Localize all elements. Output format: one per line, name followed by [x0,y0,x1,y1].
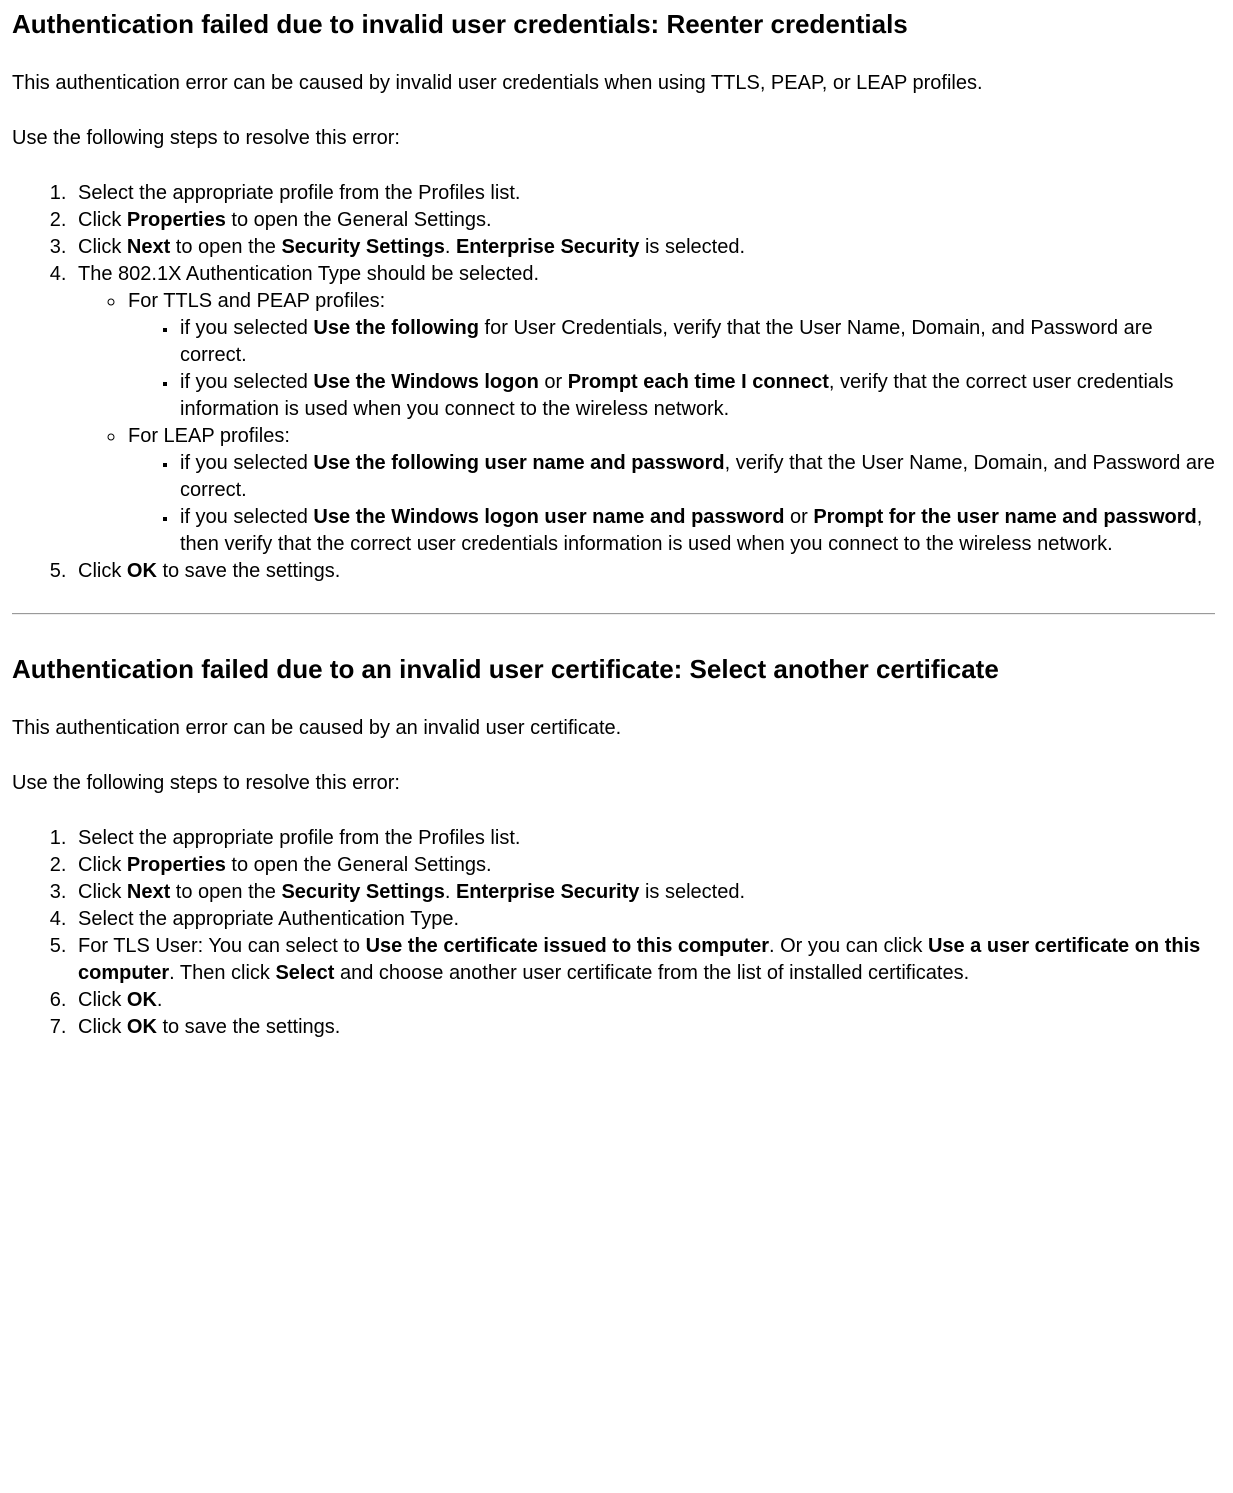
list-item: Select the appropriate profile from the … [72,180,1215,207]
list-item: Click Properties to open the General Set… [72,852,1215,879]
list-item: Click Next to open the Security Settings… [72,234,1215,261]
profile-type-list: For TTLS and PEAP profiles: if you selec… [78,288,1215,558]
list-item: For LEAP profiles: if you selected Use t… [126,423,1215,558]
list-item: Click Properties to open the General Set… [72,207,1215,234]
ttls-sublist: if you selected Use the following for Us… [128,315,1215,423]
section1-intro: This authentication error can be caused … [12,70,1215,97]
list-item: Click OK to save the settings. [72,1014,1215,1041]
divider [12,613,1215,615]
list-item: Click Next to open the Security Settings… [72,879,1215,906]
section2-title: Authentication failed due to an invalid … [12,653,1215,687]
leap-sublist: if you selected Use the following user n… [128,450,1215,558]
list-item: The 802.1X Authentication Type should be… [72,261,1215,558]
list-item: Click OK to save the settings. [72,558,1215,585]
list-item: Select the appropriate Authentication Ty… [72,906,1215,933]
list-item: Select the appropriate profile from the … [72,825,1215,852]
section2-intro: This authentication error can be caused … [12,715,1215,742]
list-item: if you selected Use the following for Us… [178,315,1215,369]
list-item: if you selected Use the following user n… [178,450,1215,504]
list-item: if you selected Use the Windows logon or… [178,369,1215,423]
list-item: For TTLS and PEAP profiles: if you selec… [126,288,1215,423]
section2-lead: Use the following steps to resolve this … [12,770,1215,797]
section1-title: Authentication failed due to invalid use… [12,8,1215,42]
section1-lead: Use the following steps to resolve this … [12,125,1215,152]
list-item: For TLS User: You can select to Use the … [72,933,1215,987]
list-item: if you selected Use the Windows logon us… [178,504,1215,558]
section2-steps: Select the appropriate profile from the … [12,825,1215,1041]
list-item: Click OK. [72,987,1215,1014]
section1-steps: Select the appropriate profile from the … [12,180,1215,585]
